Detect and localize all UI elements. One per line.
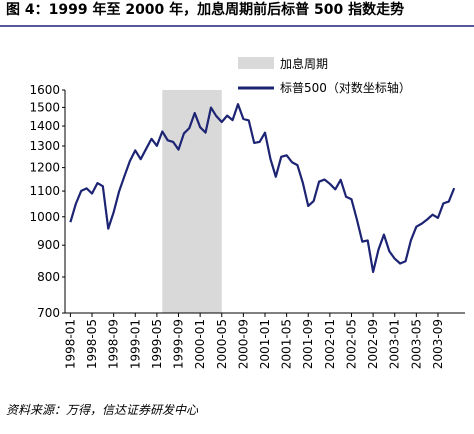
legend-swatch bbox=[238, 57, 274, 69]
x-tick-label: 1998-05 bbox=[85, 319, 99, 369]
x-tick-label: 2000-09 bbox=[236, 319, 250, 369]
y-tick-label: 900 bbox=[37, 238, 60, 252]
x-tick-label: 1998-01 bbox=[63, 319, 77, 369]
y-tick-label: 1600 bbox=[29, 83, 60, 97]
y-tick-label: 1500 bbox=[29, 100, 60, 114]
shade-region bbox=[162, 90, 222, 313]
source-note: 资料来源：万得，信达证券研发中心 bbox=[6, 403, 199, 417]
y-tick-label: 1100 bbox=[29, 184, 60, 198]
x-tick-label: 2000-05 bbox=[215, 319, 229, 369]
x-tick-label: 2001-05 bbox=[280, 319, 294, 369]
y-tick-label: 1400 bbox=[29, 119, 60, 133]
y-tick-label: 800 bbox=[37, 270, 60, 284]
x-tick-label: 2003-05 bbox=[409, 319, 423, 369]
x-tick-label: 2001-01 bbox=[258, 319, 272, 369]
x-tick-label: 2002-09 bbox=[366, 319, 380, 369]
chart-title: 图 4：1999 年至 2000 年，加息周期前后标普 500 指数走势 bbox=[6, 1, 404, 18]
y-tick-label: 700 bbox=[37, 306, 60, 320]
x-tick-label: 1999-09 bbox=[172, 319, 186, 369]
x-tick-label: 2000-01 bbox=[193, 319, 207, 369]
x-tick-label: 1999-01 bbox=[128, 319, 142, 369]
x-tick-label: 2003-01 bbox=[388, 319, 402, 369]
legend-label: 加息周期 bbox=[280, 56, 328, 71]
series-line bbox=[69, 103, 456, 274]
x-tick-label: 2002-05 bbox=[344, 319, 358, 369]
y-tick-label: 1300 bbox=[29, 139, 60, 153]
legend-label: 标普500（对数坐标轴） bbox=[280, 80, 411, 95]
x-tick-label: 1999-05 bbox=[150, 319, 164, 369]
x-tick-label: 2002-01 bbox=[323, 319, 337, 369]
x-tick-label: 2003-09 bbox=[431, 319, 445, 369]
y-tick-label: 1200 bbox=[29, 161, 60, 175]
x-tick-label: 2001-09 bbox=[301, 319, 315, 369]
x-tick-label: 1998-09 bbox=[107, 319, 121, 369]
y-tick-label: 1000 bbox=[29, 210, 60, 224]
